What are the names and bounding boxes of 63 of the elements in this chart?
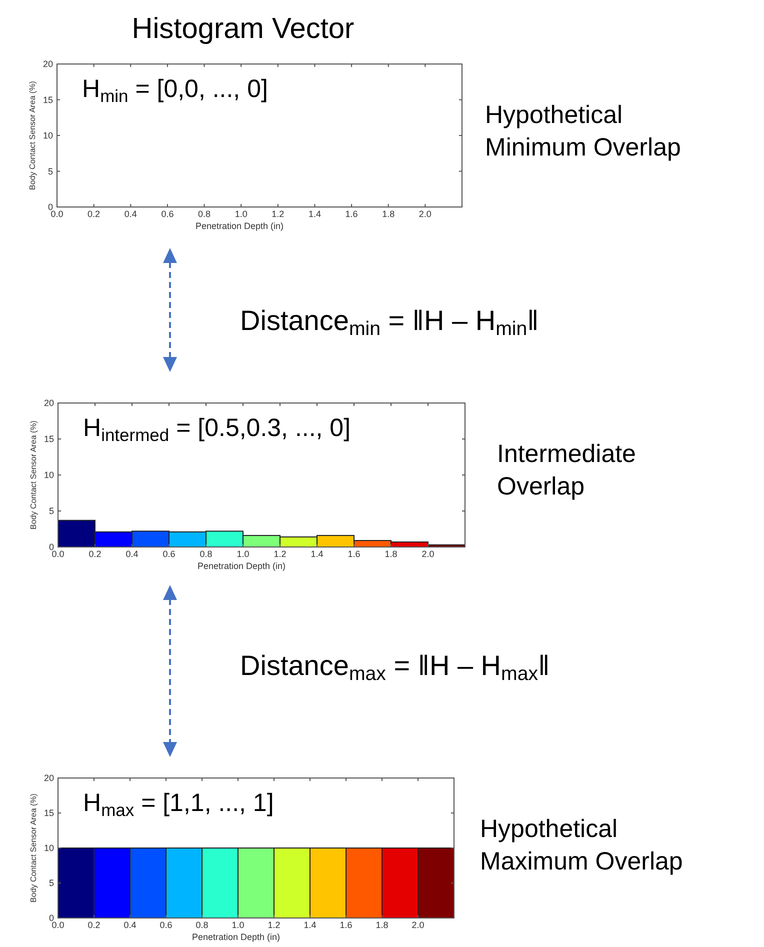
y-tick-label: 0 [48, 542, 54, 552]
annotation: H$_{max}$ = [1,1, ..., 1] [83, 789, 274, 820]
x-tick-label: 1.6 [348, 549, 360, 559]
x-tick-label: 0.4 [126, 549, 138, 559]
x-tick-label: 2.0 [422, 549, 434, 559]
y-tick-label: 5 [48, 878, 54, 888]
x-tick-label: 1.8 [376, 920, 388, 930]
x-axis-title: Penetration Depth (in) [192, 932, 280, 942]
x-tick-label: 0.8 [196, 920, 208, 930]
x-tick-label: 0.6 [161, 209, 174, 219]
text: Intermediate Overlap [497, 440, 636, 500]
x-tick-label: 1.4 [308, 209, 321, 219]
x-tick-label: 1.4 [304, 920, 316, 930]
x-tick-label: 0.4 [124, 920, 136, 930]
x-tick-label: 0.2 [88, 549, 102, 559]
y-tick-label: 5 [48, 506, 54, 516]
annotation: H$_{intermed}$ = [0.5,0.3, ..., 0] [83, 414, 351, 444]
x-tick-label: 1.0 [232, 920, 244, 930]
y-tick-label: 20 [44, 398, 54, 408]
y-axis-title: Body Contact Sensor Area (%) [29, 793, 38, 902]
x-tick-label: 1.6 [345, 209, 358, 219]
x-tick-label: 0.6 [160, 920, 172, 930]
x-tick-label: 1.8 [382, 209, 395, 219]
y-tick-label: 20 [44, 773, 54, 783]
x-tick-label: 0.6 [162, 549, 176, 559]
x-tick-label: 0.8 [200, 549, 212, 559]
x-tick-label: 0.0 [50, 209, 64, 219]
y-tick-label: 10 [44, 470, 54, 480]
y-axis-title: Body Contact Sensor Area (%) [29, 420, 38, 530]
text: Hypothetical Minimum Overlap [485, 101, 681, 162]
y-axis-title: Body Contact Sensor Area (%) [28, 80, 37, 190]
y-tick-label: 15 [44, 808, 54, 818]
x-tick-label: 0.0 [52, 549, 64, 559]
y-tick-label: 5 [48, 166, 53, 176]
x-tick-label: 0.0 [52, 920, 64, 930]
x-tick-label: 1.6 [340, 920, 352, 930]
x-axis-title: Penetration Depth (in) [195, 221, 284, 231]
x-tick-label: 1.2 [274, 549, 286, 559]
x-tick-label: 0.2 [88, 920, 100, 930]
x-tick-label: 1.0 [236, 549, 250, 559]
x-tick-label: 1.0 [234, 209, 248, 219]
x-tick-label: 1.4 [310, 549, 324, 559]
y-tick-label: 10 [44, 843, 54, 853]
chart-title: Histogram Vector [132, 13, 355, 45]
x-tick-label: 1.2 [268, 920, 280, 930]
x-tick-label: 1.2 [272, 209, 284, 219]
y-tick-label: 0 [48, 913, 54, 923]
y-tick-label: 15 [44, 434, 54, 444]
x-tick-label: 1.8 [384, 549, 398, 559]
text: Distance$_{min}$ = ‖H – H$_{min}$‖ [240, 305, 539, 340]
x-tick-label: 2.0 [412, 920, 424, 930]
x-axis-title: Penetration Depth (in) [197, 561, 286, 571]
y-tick-label: 0 [48, 202, 53, 212]
y-tick-label: 15 [42, 94, 53, 105]
y-tick-label: 20 [42, 59, 53, 69]
x-tick-label: 0.8 [198, 209, 211, 219]
text: Distance$_{max}$ = ‖H – H$_{max}$‖ [240, 650, 550, 685]
annotation: H$_{min}$ = [0,0, ..., 0] [82, 75, 268, 106]
x-tick-label: 2.0 [418, 209, 432, 219]
text: Hypothetical Maximum Overlap [480, 815, 683, 876]
y-tick-label: 10 [42, 130, 53, 140]
x-tick-label: 0.2 [88, 209, 100, 219]
x-tick-label: 0.4 [124, 209, 137, 219]
